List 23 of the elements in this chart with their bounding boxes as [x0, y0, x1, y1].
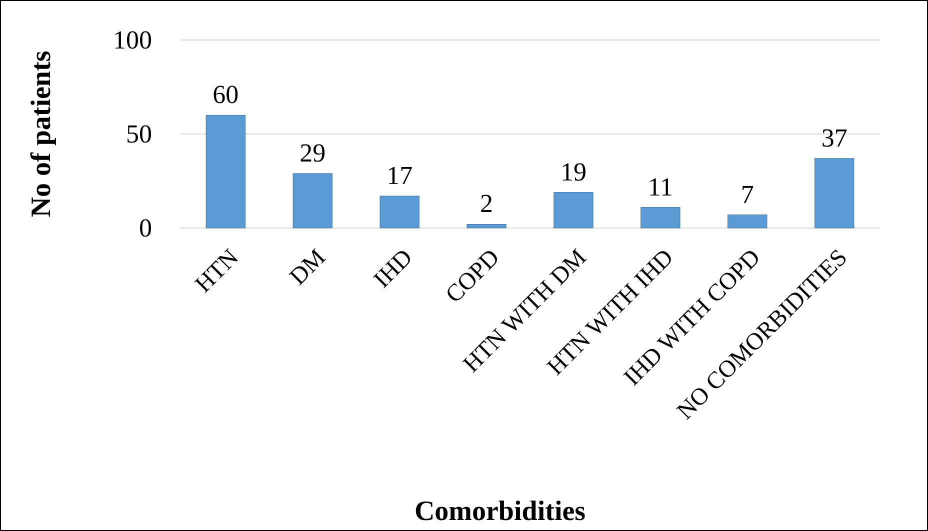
bar: [466, 224, 506, 228]
data-label: 60: [212, 80, 239, 110]
bar: [640, 207, 680, 228]
data-label: 17: [386, 161, 413, 190]
bar: [554, 192, 594, 228]
x-axis-title: Comorbidities: [414, 496, 586, 527]
data-label: 11: [648, 172, 673, 202]
bar: [292, 173, 332, 228]
data-label: 19: [560, 157, 586, 186]
bar: [380, 196, 420, 228]
y-axis-title: No of patients: [26, 50, 57, 218]
x-tick-label: DM: [285, 244, 331, 290]
y-tick-label: 0: [139, 213, 152, 242]
data-label: 7: [740, 180, 754, 209]
bar: [728, 214, 768, 228]
y-tick-label: 50: [126, 119, 152, 148]
data-label: 2: [480, 189, 494, 218]
bar: [814, 158, 854, 228]
y-tick-label: 100: [113, 25, 152, 54]
data-label: 29: [300, 138, 326, 168]
x-tick-label: IHD: [369, 244, 418, 294]
data-label: 37: [821, 123, 848, 152]
bar: [206, 114, 246, 228]
